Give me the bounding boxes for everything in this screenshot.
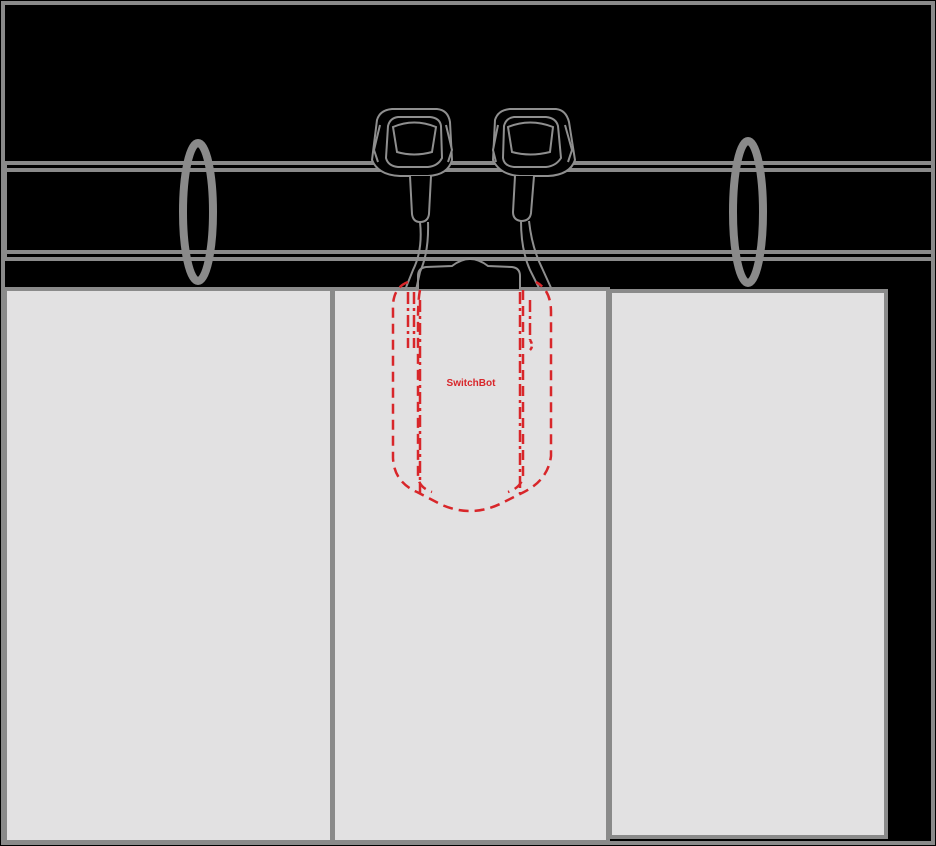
curtain-clip-right-icon (491, 108, 577, 291)
curtain-clip-left-icon (370, 108, 454, 291)
curtain-panel-left (3, 287, 334, 844)
rod-ring-right-icon (729, 137, 767, 287)
switchbot-device-icon (417, 258, 521, 289)
switchbot-label: SwitchBot (447, 378, 497, 389)
curtain-panel-right (608, 289, 888, 839)
rod-ring-left-icon (179, 139, 217, 285)
curtain-panel-middle (331, 287, 610, 844)
switchbot-hidden-outline (391, 280, 553, 513)
